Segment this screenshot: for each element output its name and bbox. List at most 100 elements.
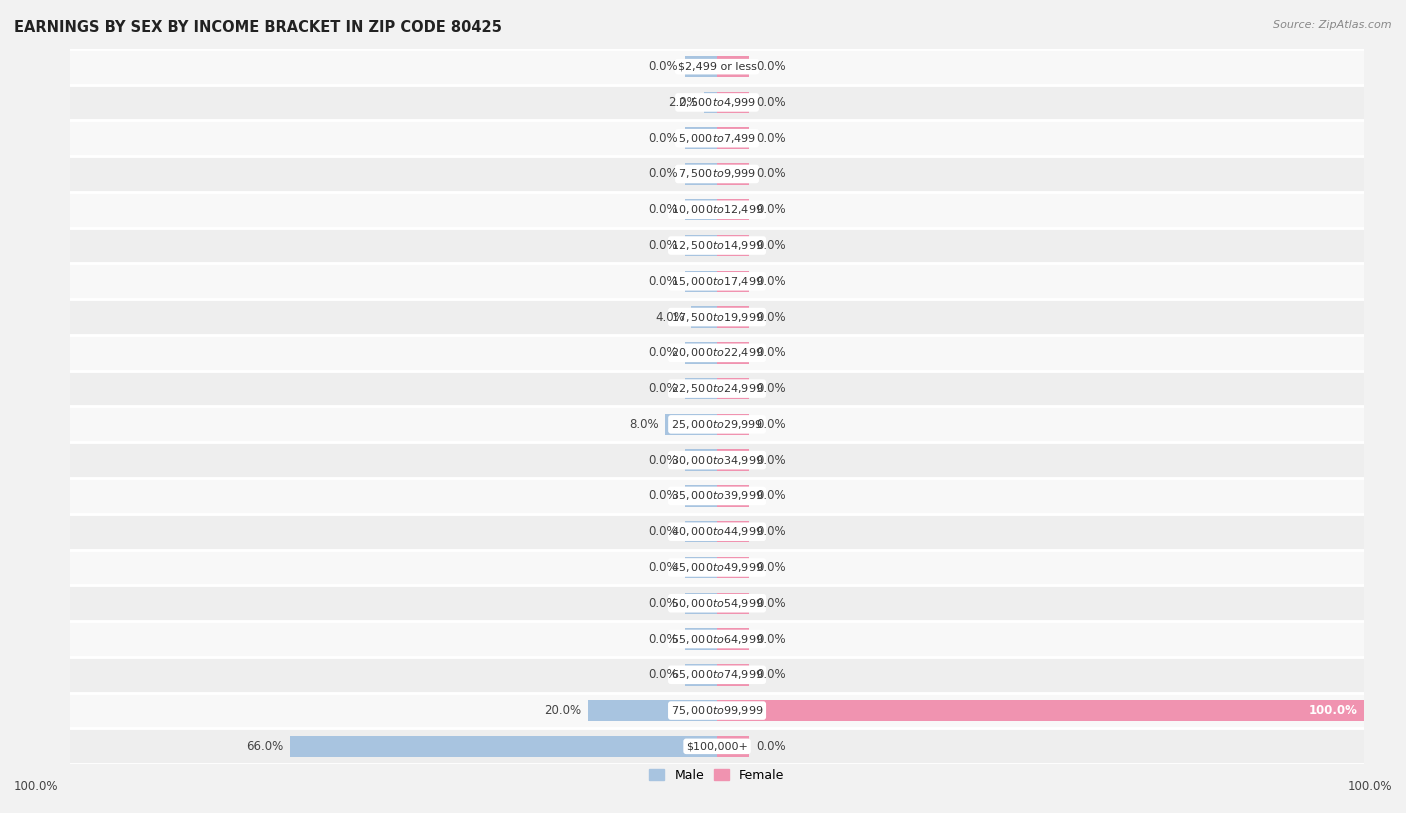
Bar bbox=[717, 628, 749, 650]
Bar bbox=[70, 120, 1364, 156]
Bar bbox=[717, 450, 749, 471]
Text: 0.0%: 0.0% bbox=[648, 382, 678, 395]
Bar bbox=[717, 414, 749, 435]
Text: 0.0%: 0.0% bbox=[648, 525, 678, 538]
Text: 100.0%: 100.0% bbox=[14, 780, 59, 793]
Bar bbox=[717, 199, 749, 220]
Bar bbox=[588, 700, 717, 721]
Bar bbox=[717, 557, 749, 578]
Legend: Male, Female: Male, Female bbox=[644, 763, 790, 787]
Bar bbox=[717, 485, 749, 506]
Text: 0.0%: 0.0% bbox=[756, 525, 786, 538]
Bar bbox=[717, 700, 1364, 721]
Text: $2,499 or less: $2,499 or less bbox=[678, 62, 756, 72]
Text: 0.0%: 0.0% bbox=[648, 60, 678, 73]
Text: 0.0%: 0.0% bbox=[648, 239, 678, 252]
Bar bbox=[70, 263, 1364, 299]
Text: $75,000 to $99,999: $75,000 to $99,999 bbox=[671, 704, 763, 717]
Bar bbox=[70, 621, 1364, 657]
Text: $40,000 to $44,999: $40,000 to $44,999 bbox=[671, 525, 763, 538]
Text: Source: ZipAtlas.com: Source: ZipAtlas.com bbox=[1274, 20, 1392, 30]
Bar bbox=[685, 664, 717, 685]
Text: 0.0%: 0.0% bbox=[648, 346, 678, 359]
Bar bbox=[685, 593, 717, 614]
Text: 0.0%: 0.0% bbox=[756, 633, 786, 646]
Bar bbox=[717, 664, 749, 685]
Bar bbox=[70, 192, 1364, 228]
Text: 0.0%: 0.0% bbox=[756, 489, 786, 502]
Bar bbox=[70, 156, 1364, 192]
Text: $17,500 to $19,999: $17,500 to $19,999 bbox=[671, 311, 763, 324]
Text: $65,000 to $74,999: $65,000 to $74,999 bbox=[671, 668, 763, 681]
Text: $50,000 to $54,999: $50,000 to $54,999 bbox=[671, 597, 763, 610]
Text: 0.0%: 0.0% bbox=[756, 668, 786, 681]
Text: 4.0%: 4.0% bbox=[655, 311, 685, 324]
Bar bbox=[70, 335, 1364, 371]
Text: $45,000 to $49,999: $45,000 to $49,999 bbox=[671, 561, 763, 574]
Bar bbox=[685, 235, 717, 256]
Text: 0.0%: 0.0% bbox=[756, 275, 786, 288]
Bar bbox=[70, 585, 1364, 621]
Bar bbox=[717, 593, 749, 614]
Text: 0.0%: 0.0% bbox=[756, 132, 786, 145]
Text: 8.0%: 8.0% bbox=[630, 418, 659, 431]
Bar bbox=[685, 163, 717, 185]
Text: 0.0%: 0.0% bbox=[648, 167, 678, 180]
Bar bbox=[685, 485, 717, 506]
Bar bbox=[717, 92, 749, 113]
Bar bbox=[70, 728, 1364, 764]
Bar bbox=[70, 550, 1364, 585]
Text: 66.0%: 66.0% bbox=[246, 740, 284, 753]
Text: $12,500 to $14,999: $12,500 to $14,999 bbox=[671, 239, 763, 252]
Text: $5,000 to $7,499: $5,000 to $7,499 bbox=[678, 132, 756, 145]
Bar bbox=[685, 521, 717, 542]
Text: 0.0%: 0.0% bbox=[648, 203, 678, 216]
Text: 0.0%: 0.0% bbox=[648, 489, 678, 502]
Text: 0.0%: 0.0% bbox=[756, 346, 786, 359]
Bar bbox=[704, 92, 717, 113]
Bar bbox=[717, 235, 749, 256]
Bar bbox=[685, 56, 717, 77]
Text: $7,500 to $9,999: $7,500 to $9,999 bbox=[678, 167, 756, 180]
Bar bbox=[717, 163, 749, 185]
Bar bbox=[70, 442, 1364, 478]
Bar bbox=[717, 342, 749, 363]
Bar bbox=[717, 56, 749, 77]
Bar bbox=[685, 378, 717, 399]
Bar bbox=[717, 271, 749, 292]
Text: $20,000 to $22,499: $20,000 to $22,499 bbox=[671, 346, 763, 359]
Bar bbox=[717, 128, 749, 149]
Text: $30,000 to $34,999: $30,000 to $34,999 bbox=[671, 454, 763, 467]
Text: 0.0%: 0.0% bbox=[648, 633, 678, 646]
Bar bbox=[685, 557, 717, 578]
Text: $25,000 to $29,999: $25,000 to $29,999 bbox=[671, 418, 763, 431]
Text: $35,000 to $39,999: $35,000 to $39,999 bbox=[671, 489, 763, 502]
Bar bbox=[70, 693, 1364, 728]
Text: $10,000 to $12,499: $10,000 to $12,499 bbox=[671, 203, 763, 216]
Text: 20.0%: 20.0% bbox=[544, 704, 581, 717]
Bar bbox=[685, 342, 717, 363]
Text: 0.0%: 0.0% bbox=[648, 561, 678, 574]
Bar bbox=[70, 406, 1364, 442]
Text: 0.0%: 0.0% bbox=[648, 454, 678, 467]
Text: 0.0%: 0.0% bbox=[756, 561, 786, 574]
Text: 0.0%: 0.0% bbox=[756, 239, 786, 252]
Text: 0.0%: 0.0% bbox=[756, 454, 786, 467]
Text: 0.0%: 0.0% bbox=[756, 418, 786, 431]
Bar bbox=[70, 85, 1364, 120]
Text: 0.0%: 0.0% bbox=[756, 203, 786, 216]
Text: 0.0%: 0.0% bbox=[756, 597, 786, 610]
Text: $22,500 to $24,999: $22,500 to $24,999 bbox=[671, 382, 763, 395]
Text: 0.0%: 0.0% bbox=[648, 275, 678, 288]
Bar bbox=[70, 228, 1364, 263]
Bar bbox=[290, 736, 717, 757]
Text: 0.0%: 0.0% bbox=[648, 597, 678, 610]
Bar bbox=[70, 514, 1364, 550]
Text: $100,000+: $100,000+ bbox=[686, 741, 748, 751]
Bar bbox=[685, 128, 717, 149]
Bar bbox=[70, 657, 1364, 693]
Bar bbox=[70, 478, 1364, 514]
Text: 0.0%: 0.0% bbox=[756, 311, 786, 324]
Bar bbox=[717, 736, 749, 757]
Text: $55,000 to $64,999: $55,000 to $64,999 bbox=[671, 633, 763, 646]
